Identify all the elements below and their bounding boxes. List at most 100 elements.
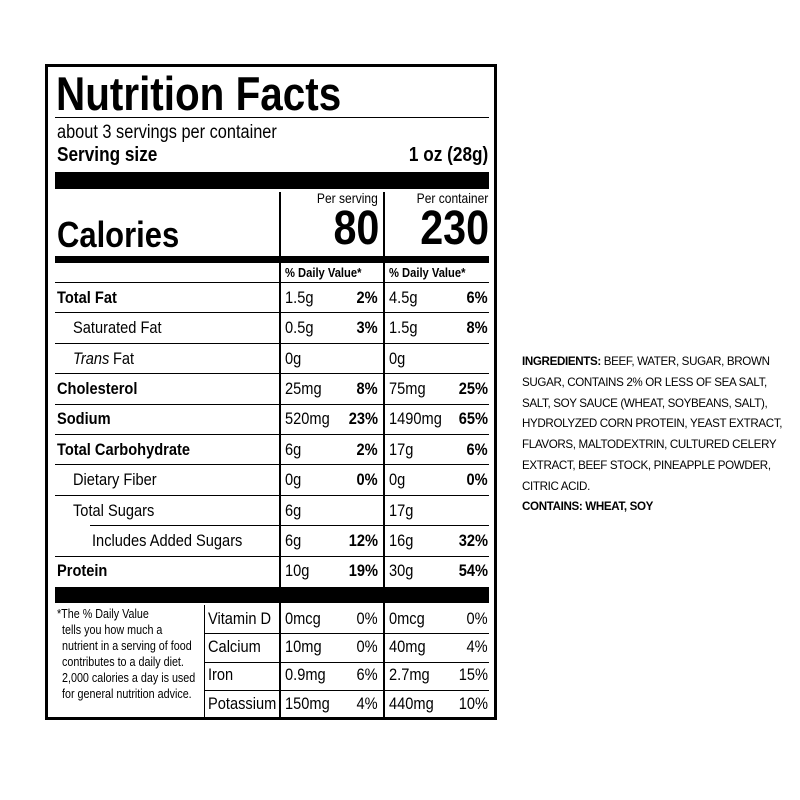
daily-value: 65% — [458, 409, 488, 429]
rule — [55, 434, 489, 435]
daily-value: 0% — [466, 470, 488, 490]
serving-size: 1 oz (28g) — [408, 144, 488, 166]
daily-value: 4% — [356, 693, 378, 713]
daily-value: 8% — [466, 318, 488, 338]
nutrient-name: Includes Added Sugars — [92, 531, 243, 551]
rule — [90, 525, 489, 527]
footnote: tells you how much a — [62, 623, 163, 638]
amount: 0g — [285, 348, 302, 368]
amount: 0g — [285, 470, 302, 490]
nutrition-label — [45, 64, 497, 720]
daily-value: 3% — [356, 318, 378, 338]
calories-container: 230 — [420, 201, 489, 255]
amount: 17g — [389, 439, 414, 459]
nutrient-name: Sodium — [57, 409, 111, 429]
nutrient-name: Saturated Fat — [73, 318, 162, 338]
serving-size-label: Serving size — [57, 144, 158, 166]
vitamin-name: Vitamin D — [208, 608, 272, 628]
amount: 10mg — [285, 637, 322, 657]
rule — [55, 464, 489, 466]
ingredients: INGREDIENTS: BEEF, WATER, SUGAR, BROWN S… — [522, 352, 784, 498]
divider — [383, 192, 385, 718]
amount: 30g — [389, 561, 414, 581]
divider — [204, 605, 205, 718]
daily-value: 6% — [466, 287, 488, 307]
rule — [55, 494, 489, 496]
daily-value: 10% — [458, 693, 488, 713]
amount: 0g — [389, 470, 406, 490]
nutrient-name: Total Fat — [57, 287, 117, 307]
amount: 10g — [285, 561, 310, 581]
amount: 2.7mg — [389, 665, 430, 685]
amount: 1.5g — [389, 318, 418, 338]
daily-value: 4% — [466, 637, 488, 657]
calories-label: Calories — [57, 214, 180, 256]
rule — [55, 282, 489, 283]
servings: about 3 servings per container — [57, 121, 277, 143]
amount: 0mcg — [285, 608, 321, 628]
vitamin-name: Iron — [208, 665, 234, 685]
daily-value: 19% — [348, 561, 378, 581]
dv-header: % Daily Value* — [389, 264, 466, 280]
amount: 4.5g — [389, 287, 418, 307]
amount: 6g — [285, 500, 302, 520]
nutrient-name: Total Carbohydrate — [57, 439, 190, 459]
amount: 520mg — [285, 409, 330, 429]
amount: 0g — [389, 348, 406, 368]
rule — [55, 373, 489, 375]
amount: 16g — [389, 531, 414, 551]
amount: 150mg — [285, 693, 330, 713]
rule — [205, 633, 489, 635]
daily-value: 32% — [458, 531, 488, 551]
daily-value: 8% — [356, 379, 378, 399]
thick-bar — [55, 172, 489, 189]
vitamin-name: Potassium — [208, 693, 277, 713]
amount: 0.5g — [285, 318, 314, 338]
amount: 440mg — [389, 693, 434, 713]
per-container: Per container — [416, 190, 488, 207]
rule — [205, 661, 489, 663]
footnote: nutrient in a serving of food — [62, 639, 192, 654]
amount: 75mg — [389, 379, 426, 399]
nutrient-name: Fat — [113, 348, 135, 368]
rule — [205, 689, 489, 691]
rule — [55, 312, 489, 314]
daily-value: 6% — [466, 439, 488, 459]
footnote: *The % Daily Value — [57, 607, 149, 622]
daily-value: 0% — [466, 608, 488, 628]
rule — [55, 403, 489, 405]
nutrient-name: Total Sugars — [73, 500, 155, 520]
amount: 0.9mg — [285, 665, 326, 685]
nutrient-name: Dietary Fiber — [73, 470, 157, 490]
calories-serving: 80 — [333, 201, 379, 255]
allergens: CONTAINS: WHEAT, SOY — [522, 500, 654, 513]
daily-value: 25% — [458, 379, 488, 399]
amount: 6g — [285, 531, 302, 551]
ingredients-text: BEEF, WATER, SUGAR, BROWN SUGAR, CONTAIN… — [522, 355, 783, 493]
daily-value: 54% — [458, 561, 488, 581]
thick-bar — [55, 587, 489, 603]
title: Nutrition Facts — [56, 67, 342, 121]
daily-value: 0% — [356, 637, 378, 657]
amount: 17g — [389, 500, 414, 520]
dv-header: % Daily Value* — [285, 264, 362, 280]
nutrient-name: Protein — [57, 561, 108, 581]
daily-value: 2% — [356, 439, 378, 459]
nutrient-name: Trans — [73, 348, 110, 368]
vitamin-name: Calcium — [208, 637, 261, 657]
footnote: 2,000 calories a day is used — [62, 671, 196, 686]
ingredients-label: INGREDIENTS: — [522, 355, 601, 368]
amount: 25mg — [285, 379, 322, 399]
footnote: for general nutrition advice. — [62, 687, 192, 702]
amount: 0mcg — [389, 608, 425, 628]
rule — [55, 555, 489, 557]
daily-value: 0% — [356, 470, 378, 490]
daily-value: 23% — [348, 409, 378, 429]
medium-bar — [55, 256, 489, 263]
amount: 40mg — [389, 637, 426, 657]
daily-value: 12% — [348, 531, 378, 551]
daily-value: 15% — [458, 665, 488, 685]
daily-value: 0% — [356, 608, 378, 628]
rule — [55, 117, 489, 118]
